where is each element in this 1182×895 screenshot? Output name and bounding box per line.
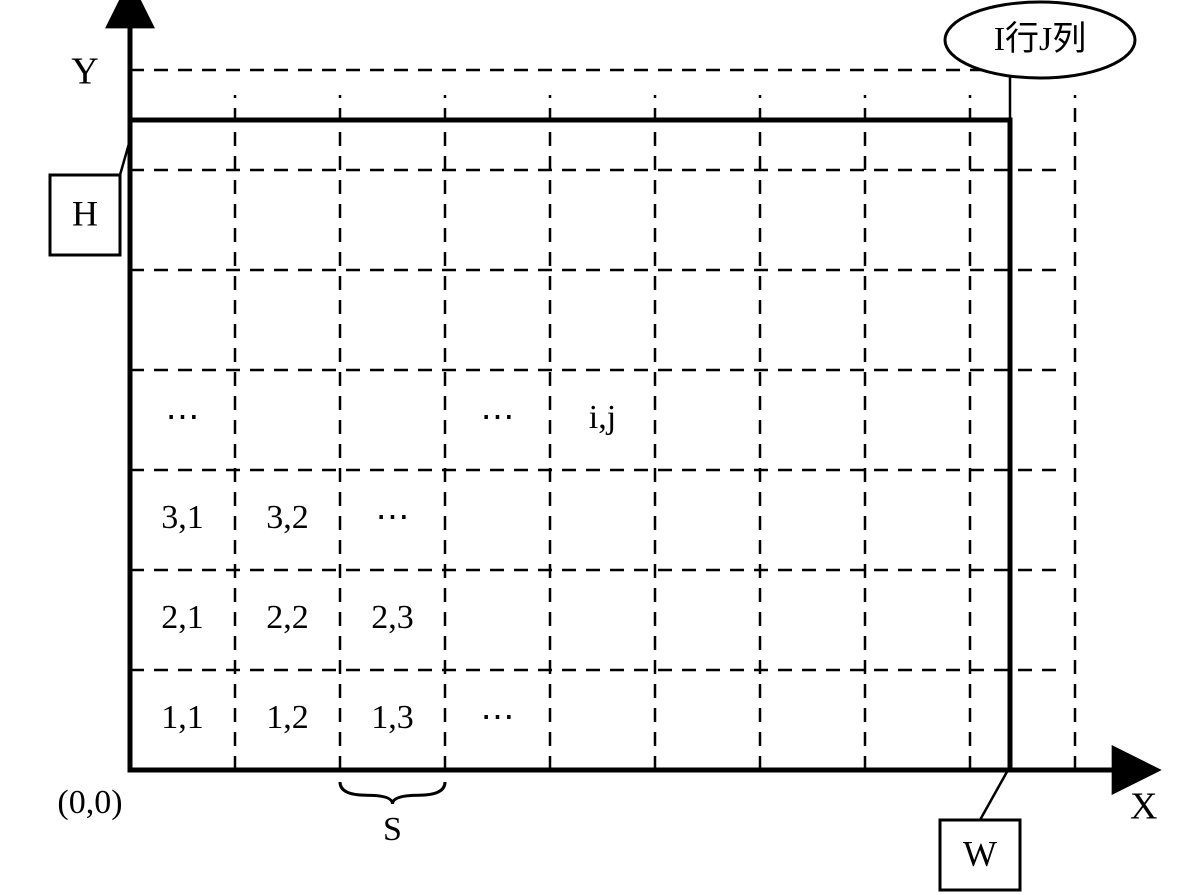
cell-label: 3,2 (266, 499, 309, 536)
brace-s (340, 782, 445, 804)
cell-label: 2,2 (266, 599, 309, 636)
callout-h-label: H (72, 193, 98, 233)
cell-label: 2,3 (371, 599, 414, 636)
bounding-rect (130, 120, 1010, 770)
s-label: S (383, 811, 402, 848)
callout-ij-label: I行J列 (994, 20, 1087, 58)
cell-label: 1,2 (266, 699, 309, 736)
y-axis-label: Y (71, 51, 98, 93)
cell-label: ⋯ (481, 399, 515, 436)
x-axis-label: X (1130, 786, 1157, 828)
cell-label: ⋯ (166, 399, 200, 436)
cell-label: 3,1 (161, 499, 204, 536)
origin-label: (0,0) (57, 784, 122, 821)
cell-label: 1,1 (161, 699, 204, 736)
grid-diagram: X Y (0,0) 1,1 1,2 1,3 ⋯ 2,1 2,2 2,3 3,1 3,2 ⋯ ⋯ ⋯ i,j S H… (0, 0, 1182, 895)
cell-label: i,j (589, 399, 616, 436)
cell-label: 2,1 (161, 599, 204, 636)
callout-w-leader (980, 770, 1008, 820)
cell-label: 1,3 (371, 699, 414, 736)
cell-label: ⋯ (481, 699, 515, 736)
callout-w-label: W (963, 833, 997, 873)
cell-label: ⋯ (376, 499, 410, 536)
